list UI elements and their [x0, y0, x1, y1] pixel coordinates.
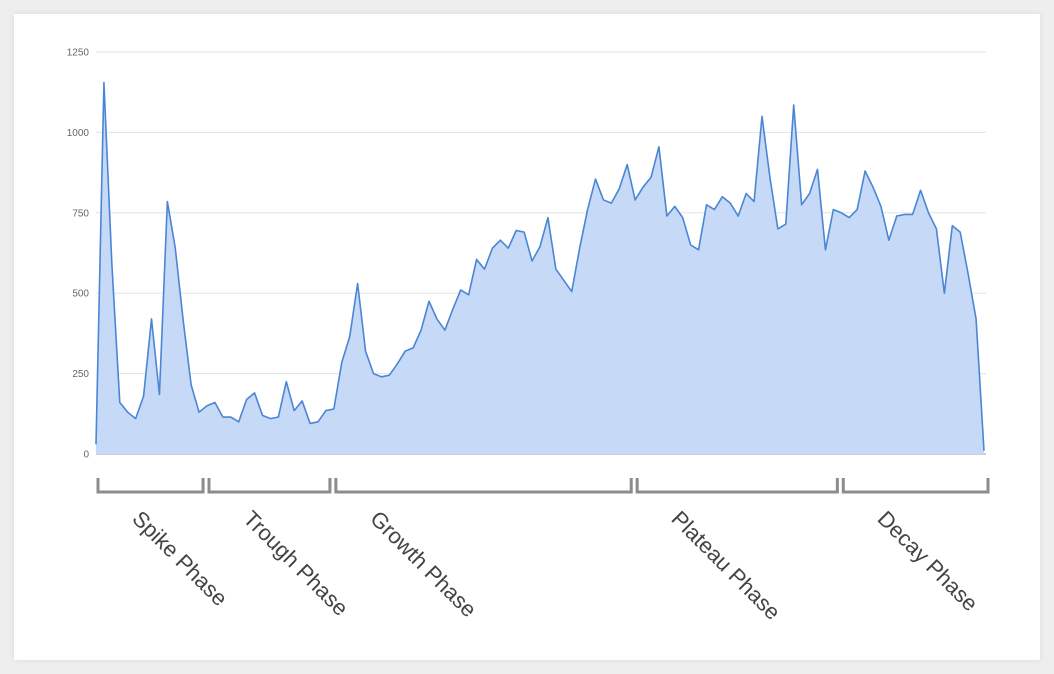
y-tick-label: 1000 [67, 128, 90, 139]
bracket-line [334, 478, 633, 494]
bracket-line [841, 478, 990, 494]
phase-label: Trough Phase [238, 506, 353, 621]
phase-bracket-5: Decay Phase [841, 478, 990, 616]
area-fill [96, 82, 984, 455]
chart-card: 0 250 500 750 1000 1250 Spike Phase Trough Pha… [14, 14, 1040, 660]
y-tick-label: 750 [72, 208, 89, 219]
phase-bracket-3: Growth Phase [334, 478, 633, 622]
phase-label: Plateau Phase [667, 506, 786, 625]
phase-bracket-2: Trough Phase [207, 478, 353, 621]
series-line [95, 81, 985, 451]
y-tick-label: 500 [72, 289, 89, 300]
phase-label: Decay Phase [873, 506, 983, 616]
phase-label: Growth Phase [365, 506, 481, 622]
phase-bracket-4: Plateau Phase [635, 478, 839, 625]
area-chart: 0 250 500 750 1000 1250 Spike Phase Trough Pha… [67, 48, 990, 625]
y-tick-label: 250 [72, 369, 89, 380]
y-tick-label: 0 [83, 450, 89, 461]
bracket-line [207, 478, 332, 494]
phase-bracket-1: Spike Phase [96, 478, 232, 611]
phase-brackets: Spike Phase Trough Phase Growth Phase Plate… [96, 478, 990, 625]
bracket-line [96, 478, 205, 494]
y-axis-ticks: 0 250 500 750 1000 1250 [67, 48, 90, 461]
phase-label: Spike Phase [127, 506, 232, 611]
bracket-line [635, 478, 839, 494]
y-tick-label: 1250 [67, 48, 90, 59]
series-area [95, 81, 985, 455]
